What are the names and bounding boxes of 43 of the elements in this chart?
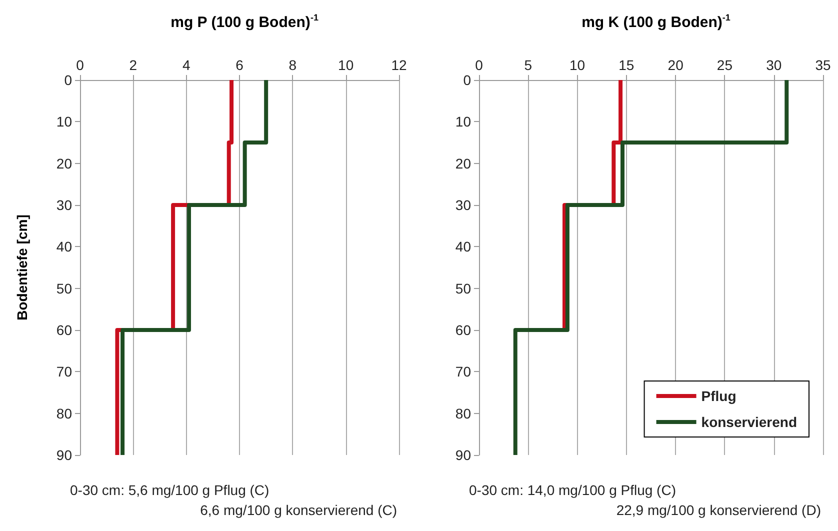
y-tick-label: 90 (455, 447, 472, 463)
x-tick-label: 25 (716, 57, 733, 73)
x-tick-label: 30 (766, 57, 782, 73)
x-tick-label: 2 (129, 57, 138, 73)
x-tick-label: 10 (569, 57, 586, 73)
x-tick-label: 0 (475, 57, 484, 73)
x-tick-label: 20 (668, 57, 684, 73)
y-tick-label: 90 (56, 447, 72, 463)
x-tick-label: 8 (288, 57, 297, 73)
x-tick-label: 6 (236, 57, 244, 73)
y-tick-label: 50 (56, 280, 72, 296)
legend-label: konservierend (701, 414, 798, 430)
line-series (120, 78, 268, 457)
y-tick-label: 70 (455, 364, 472, 380)
x-tick-label: 0 (76, 57, 84, 73)
y-tick-label: 20 (56, 155, 72, 172)
y-tick-label: 20 (455, 155, 472, 172)
x-tick-label: 4 (182, 57, 190, 73)
x-tick-label: 35 (815, 57, 831, 73)
x-tick-label: 5 (524, 57, 532, 73)
y-tick-label: 40 (56, 238, 72, 255)
y-tick-label: 0 (64, 72, 72, 88)
y-tick-label: 10 (56, 114, 72, 130)
y-tick-label: 80 (455, 405, 472, 422)
y-tick-label: 60 (56, 322, 72, 338)
x-tick-label: 12 (391, 57, 407, 73)
text: 6,6 mg/100 g konservierend (C) (200, 502, 397, 518)
y-tick-label: 80 (56, 405, 72, 422)
x-tick-label: 10 (338, 57, 354, 73)
x-tick-label: 15 (618, 57, 634, 73)
y-tick-label: 0 (463, 72, 472, 88)
text: 0-30 cm: 5,6 mg/100 g Pflug (C) (70, 482, 270, 498)
y-axis-title: Bodentiefe [cm] (14, 214, 30, 320)
y-tick-label: 60 (455, 322, 472, 338)
legend-label: Pflug (701, 388, 736, 404)
text: 22,9 mg/100 g konservierend (D) (616, 502, 821, 518)
y-tick-label: 30 (455, 197, 472, 213)
y-tick-label: 30 (56, 197, 72, 213)
y-tick-label: 10 (455, 114, 472, 130)
y-tick-label: 50 (455, 280, 472, 296)
y-tick-label: 70 (56, 364, 72, 380)
y-tick-label: 40 (455, 238, 472, 255)
text: 0-30 cm: 14,0 mg/100 g Pflug (C) (469, 482, 676, 498)
